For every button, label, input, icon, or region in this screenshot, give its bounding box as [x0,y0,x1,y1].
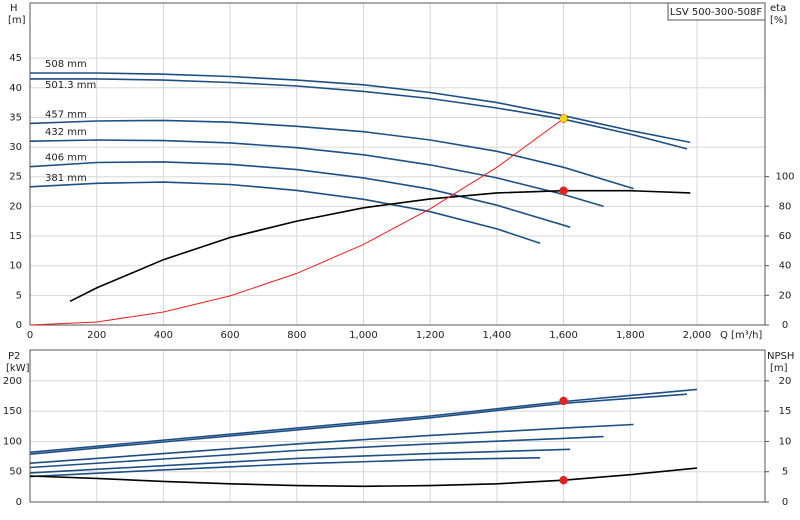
y2-tick-label: 15 [779,406,792,417]
bottom-plot-frame [29,349,766,503]
y2-axis-label: eta [770,3,786,14]
x-tick-label: 1,800 [616,330,645,341]
curve [29,139,604,208]
operating-point [559,186,568,195]
y2-axis-label: NPSH [767,351,794,362]
operating-point [559,475,568,485]
curve [29,388,698,454]
operating-point [559,396,568,406]
y-tick-label: 30 [9,142,22,153]
y2-axis-unit: [m] [770,363,788,374]
curve-label: 406 mm [45,153,87,164]
y-tick-label: 25 [9,172,22,183]
y-tick-label: 15 [9,231,22,242]
y2-tick-label: 20 [779,376,792,387]
x-tick-label: 1,200 [416,330,445,341]
y2-tick-label: 80 [779,201,792,212]
x-tick-label: 1,600 [549,330,578,341]
title-box [667,2,766,21]
y2-tick-label: 60 [779,231,792,242]
curve-label: 381 mm [45,173,87,184]
curve [29,119,634,190]
x-tick-label: 0 [27,330,33,341]
curve [29,161,571,228]
curve-label: 457 mm [45,109,87,120]
curve [29,118,564,326]
y2-tick-label: 20 [779,290,792,301]
operating-point [559,114,568,123]
curve [29,423,634,464]
y-tick-label: 10 [9,261,22,272]
y2-tick-label: 10 [779,436,792,447]
curve-label: 501.3 mm [45,80,96,91]
y-tick-label: 200 [3,376,22,387]
y2-tick-label: 5 [782,467,788,478]
y-tick-label: 150 [3,406,22,417]
x-tick-label: 1,400 [483,330,512,341]
y-axis-unit: [kW] [6,363,30,374]
x-tick-label: 200 [87,330,106,341]
x-tick-label: 2,000 [683,330,712,341]
y-tick-label: 50 [9,467,22,478]
y2-tick-label: 0 [782,320,788,331]
y-tick-label: 0 [16,497,22,508]
curve [29,467,698,488]
curve [29,448,571,474]
y-tick-label: 0 [16,320,22,331]
x-tick-label: 600 [221,330,240,341]
curve [29,435,604,469]
curve-label: 508 mm [45,59,87,70]
y2-axis-unit: [%] [770,15,787,26]
curve [30,72,691,144]
y2-tick-label: 40 [779,261,792,272]
curve [29,393,688,455]
x-tick-label: 1,000 [349,330,378,341]
curve [69,189,691,303]
y-tick-label: 35 [9,112,22,123]
top-plot-frame [29,2,766,326]
x-tick-label: 400 [154,330,173,341]
y-axis-label: P2 [8,351,20,362]
y-tick-label: 5 [16,290,22,301]
curve [29,181,541,244]
y-tick-label: 100 [3,436,22,447]
curve-label: 432 mm [45,127,87,138]
curve [29,457,541,478]
y-axis-label: H [10,3,18,14]
y-tick-label: 40 [9,83,22,94]
y-tick-label: 20 [9,201,22,212]
y-tick-label: 45 [9,53,22,64]
y2-tick-label: 100 [775,172,794,183]
x-axis-label: Q [m³/h] [720,330,762,341]
y-axis-unit: [m] [8,15,26,26]
curve [30,78,688,150]
chart-title: LSV 500-300-508F [670,7,762,18]
y2-tick-label: 0 [782,497,788,508]
x-tick-label: 800 [287,330,306,341]
